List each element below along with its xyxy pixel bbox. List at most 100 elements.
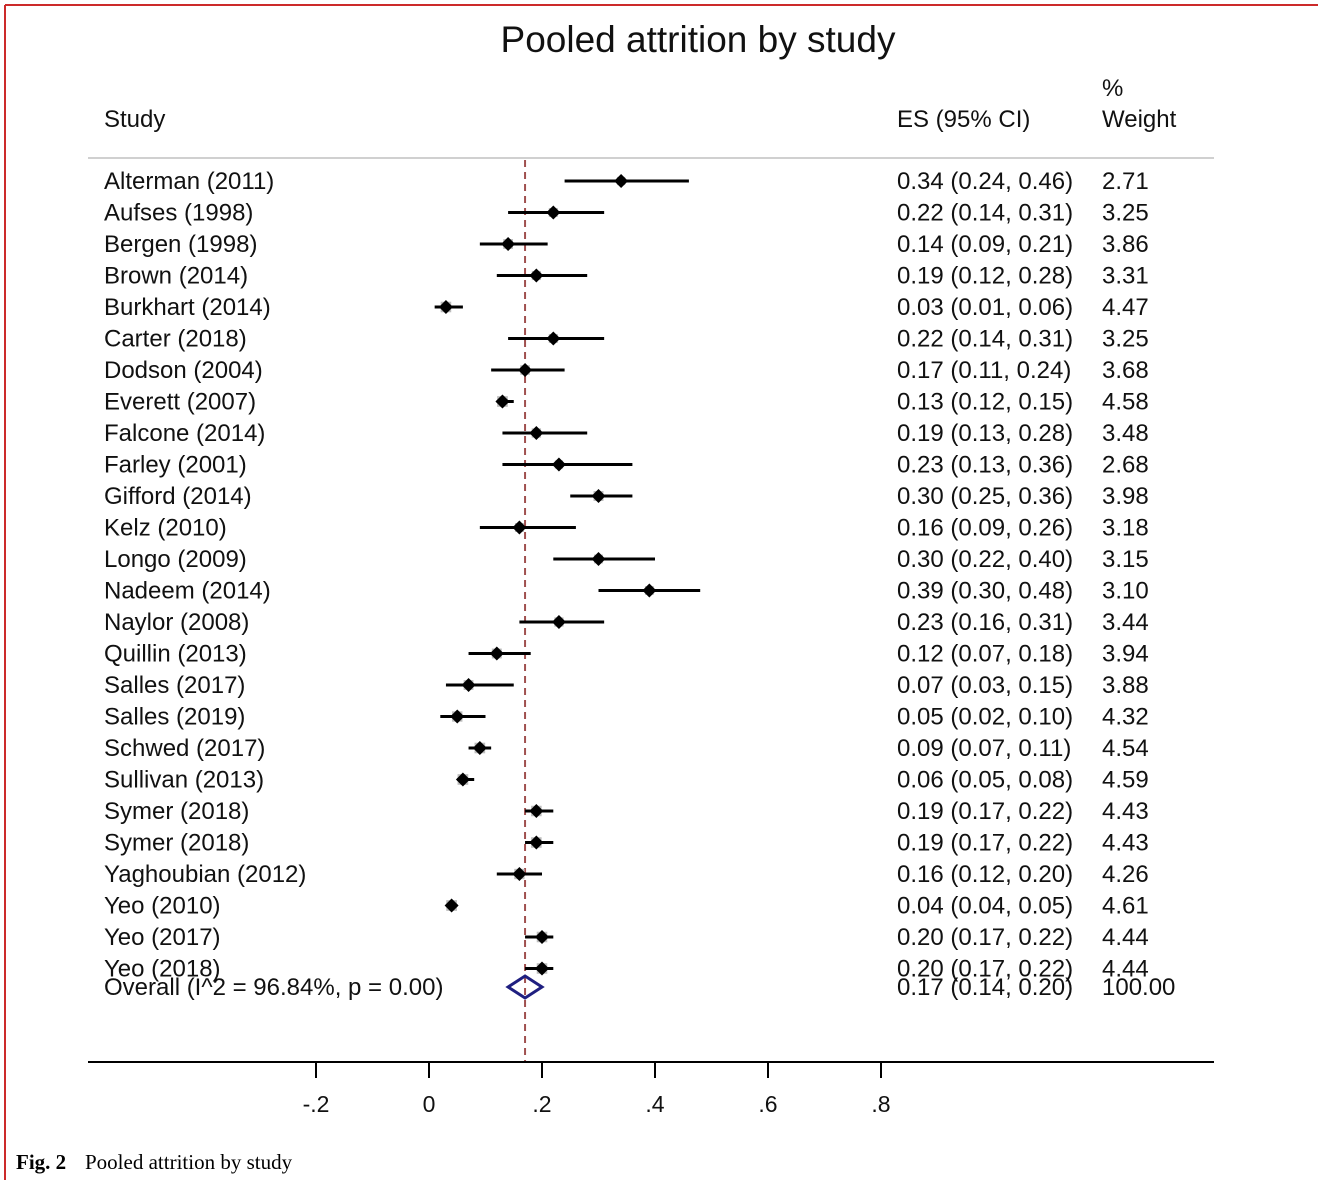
effect-size-ci-text: 0.04 (0.04, 0.05) (897, 893, 1073, 920)
weight-text: 4.26 (1102, 861, 1149, 888)
weight-text: 4.44 (1102, 924, 1149, 951)
effect-size-ci-text: 0.05 (0.02, 0.10) (897, 704, 1073, 731)
x-tick-label: .6 (758, 1091, 777, 1117)
weight-text: 3.15 (1102, 546, 1149, 573)
x-tick-label: .4 (645, 1091, 664, 1117)
effect-size-ci-text: 0.34 (0.24, 0.46) (897, 168, 1073, 195)
effect-size-marker (546, 205, 561, 220)
study-row: Yeo (2018) 0.20 (0.17, 0.22) 4.44 (104, 956, 1149, 983)
effect-size-ci-text: 0.19 (0.17, 0.22) (897, 830, 1073, 857)
effect-size-ci-text: 0.07 (0.03, 0.15) (897, 672, 1073, 699)
effect-size-marker (472, 741, 487, 755)
study-row: Quillin (2013) 0.12 (0.07, 0.18) 3.94 (104, 641, 1149, 668)
study-label: Salles (2017) (104, 672, 245, 699)
weight-text: 4.58 (1102, 389, 1149, 416)
study-row: Dodson (2004) 0.17 (0.11, 0.24) 3.68 (104, 357, 1149, 384)
effect-size-ci-text: 0.20 (0.17, 0.22) (897, 924, 1073, 951)
weight-text: 4.61 (1102, 893, 1149, 920)
x-axis: -.2 0 .2 .4 .6 .8 (88, 1061, 1214, 1117)
study-row: Nadeem (2014) 0.39 (0.30, 0.48) 3.10 (104, 578, 1149, 605)
weight-text: 3.98 (1102, 483, 1149, 510)
effect-size-ci-text: 0.30 (0.25, 0.36) (897, 483, 1073, 510)
effect-size-marker (551, 615, 566, 629)
study-label: Carter (2018) (104, 326, 247, 353)
overall-label: Overall (I^2 = 96.84%, p = 0.00) (104, 974, 443, 1001)
study-label: Burkhart (2014) (104, 294, 271, 321)
effect-size-marker (512, 867, 527, 881)
effect-size-ci-text: 0.14 (0.09, 0.21) (897, 231, 1073, 258)
effect-size-ci-text: 0.09 (0.07, 0.11) (897, 735, 1071, 762)
study-row: Everett (2007) 0.13 (0.12, 0.15) 4.58 (104, 389, 1149, 416)
study-label: Yeo (2018) (104, 956, 221, 983)
study-label: Brown (2014) (104, 263, 248, 290)
study-row: Kelz (2010) 0.16 (0.09, 0.26) 3.18 (104, 515, 1149, 542)
effect-size-marker (591, 552, 606, 566)
effect-size-marker (501, 237, 516, 251)
study-row: Schwed (2017) 0.09 (0.07, 0.11) 4.54 (104, 735, 1149, 762)
weight-text: 3.31 (1102, 263, 1149, 290)
x-tick-label: 0 (423, 1091, 436, 1117)
study-row: Yeo (2017) 0.20 (0.17, 0.22) 4.44 (104, 924, 1149, 951)
study-row: Naylor (2008) 0.23 (0.16, 0.31) 3.44 (104, 609, 1149, 636)
study-row: Sullivan (2013) 0.06 (0.05, 0.08) 4.59 (104, 767, 1149, 794)
effect-size-marker (546, 331, 561, 346)
effect-size-ci-text: 0.20 (0.17, 0.22) (897, 956, 1073, 983)
weight-text: 4.43 (1102, 798, 1149, 825)
effect-size-ci-text: 0.39 (0.30, 0.48) (897, 578, 1073, 605)
study-label: Aufses (1998) (104, 200, 253, 227)
weight-text: 4.47 (1102, 294, 1149, 321)
study-label: Nadeem (2014) (104, 578, 271, 605)
study-label: Falcone (2014) (104, 420, 265, 447)
weight-text: 3.25 (1102, 326, 1149, 353)
weight-text: 4.59 (1102, 767, 1149, 794)
effect-size-marker (495, 394, 510, 409)
study-label: Gifford (2014) (104, 483, 252, 510)
effect-size-marker (518, 363, 533, 377)
study-rows: Alterman (2011) 0.34 (0.24, 0.46) 2.71 Aufs… (104, 168, 1175, 1001)
study-row: Gifford (2014) 0.30 (0.25, 0.36) 3.98 (104, 483, 1149, 510)
study-row: Aufses (1998) 0.22 (0.14, 0.31) 3.25 (104, 200, 1149, 227)
effect-size-ci-text: 0.30 (0.22, 0.40) (897, 546, 1073, 573)
study-label: Longo (2009) (104, 546, 247, 573)
weight-text: 3.88 (1102, 672, 1149, 699)
weight-text: 4.54 (1102, 735, 1149, 762)
column-header-es: ES (95% CI) (897, 106, 1030, 133)
effect-size-ci-text: 0.23 (0.16, 0.31) (897, 609, 1073, 636)
effect-size-marker (489, 646, 504, 661)
effect-size-marker (450, 709, 465, 724)
weight-text: 3.18 (1102, 515, 1149, 542)
study-label: Quillin (2013) (104, 641, 247, 668)
study-row: Symer (2018) 0.19 (0.17, 0.22) 4.43 (104, 798, 1149, 825)
weight-text: 3.44 (1102, 609, 1149, 636)
study-label: Alterman (2011) (104, 168, 274, 195)
overall-row: Overall (I^2 = 96.84%, p = 0.00) 0.17 (0.… (104, 974, 1175, 1001)
column-header-weight-line1: % (1102, 75, 1123, 102)
effect-size-ci-text: 0.19 (0.12, 0.28) (897, 263, 1073, 290)
study-label: Sullivan (2013) (104, 767, 264, 794)
weight-text: 2.71 (1102, 168, 1149, 195)
study-row: Symer (2018) 0.19 (0.17, 0.22) 4.43 (104, 830, 1149, 857)
weight-text: 3.94 (1102, 641, 1149, 668)
effect-size-marker (535, 930, 549, 944)
effect-size-ci-text: 0.19 (0.17, 0.22) (897, 798, 1073, 825)
effect-size-ci-text: 0.13 (0.12, 0.15) (897, 389, 1073, 416)
study-label: Yeo (2010) (104, 893, 221, 920)
effect-size-ci-text: 0.23 (0.13, 0.36) (897, 452, 1073, 479)
effect-size-marker (591, 489, 606, 503)
effect-size-ci-text: 0.22 (0.14, 0.31) (897, 326, 1073, 353)
weight-text: 2.68 (1102, 452, 1149, 479)
study-label: Yaghoubian (2012) (104, 861, 306, 888)
effect-size-ci-text: 0.16 (0.09, 0.26) (897, 515, 1073, 542)
effect-size-ci-text: 0.03 (0.01, 0.06) (897, 294, 1073, 321)
effect-size-marker (529, 835, 544, 850)
effect-size-ci-text: 0.06 (0.05, 0.08) (897, 767, 1073, 794)
overall-weight-text: 100.00 (1102, 974, 1175, 1001)
x-tick-label: -.2 (303, 1091, 330, 1117)
study-label: Farley (2001) (104, 452, 247, 479)
x-tick-label: .8 (871, 1091, 890, 1117)
study-row: Yeo (2010) 0.04 (0.04, 0.05) 4.61 (104, 893, 1149, 920)
effect-size-ci-text: 0.22 (0.14, 0.31) (897, 200, 1073, 227)
x-tick-label: .2 (532, 1091, 551, 1117)
